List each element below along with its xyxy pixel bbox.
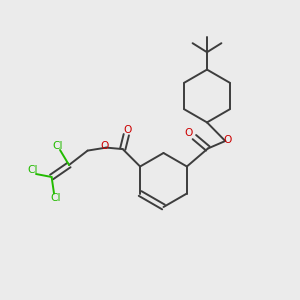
Text: Cl: Cl — [52, 141, 63, 151]
Text: O: O — [223, 135, 231, 145]
Text: O: O — [185, 128, 193, 138]
Text: Cl: Cl — [50, 193, 61, 203]
Text: Cl: Cl — [27, 165, 38, 175]
Text: O: O — [100, 141, 109, 152]
Text: O: O — [123, 125, 132, 135]
